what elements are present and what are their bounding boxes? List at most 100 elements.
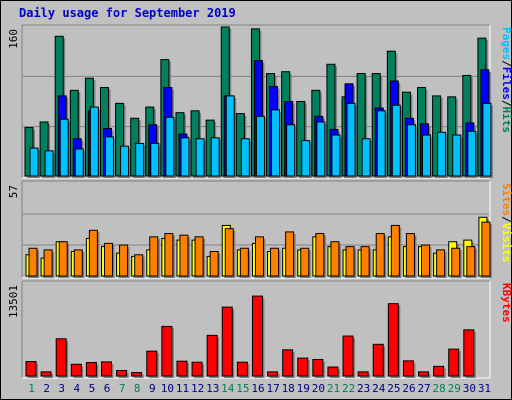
bar-pages-day-8 bbox=[135, 142, 145, 177]
bar-pages-day-2 bbox=[44, 150, 54, 177]
x-tick-label: 29 bbox=[448, 382, 461, 395]
bar-sites-day-8 bbox=[134, 254, 144, 277]
x-tick-label: 11 bbox=[176, 382, 189, 395]
bar-sites-day-30 bbox=[466, 246, 476, 277]
x-tick-label: 19 bbox=[297, 382, 310, 395]
legend-entry: Visits bbox=[500, 223, 512, 263]
bar-pages-day-7 bbox=[120, 145, 130, 177]
bar-sites-day-14 bbox=[224, 228, 234, 277]
bar-pages-day-4 bbox=[74, 148, 84, 177]
bar-sites-day-25 bbox=[390, 224, 400, 277]
x-tick-label: 21 bbox=[327, 382, 340, 395]
bar-kbytes-day-7 bbox=[116, 369, 128, 377]
bar-sites-day-26 bbox=[405, 233, 415, 277]
bar-pages-day-13 bbox=[210, 137, 220, 177]
x-tick-label: 3 bbox=[58, 382, 65, 395]
bar-kbytes-day-29 bbox=[448, 348, 460, 377]
legend-entry: Sites bbox=[500, 183, 512, 216]
x-tick-label: 2 bbox=[43, 382, 50, 395]
x-tick-label: 6 bbox=[104, 382, 111, 395]
legend-entry: / bbox=[500, 60, 512, 67]
bar-kbytes-day-26 bbox=[402, 360, 414, 377]
y-max-label: 57 bbox=[7, 185, 20, 198]
bar-kbytes-day-5 bbox=[85, 362, 97, 377]
bar-kbytes-day-22 bbox=[342, 335, 354, 377]
bar-kbytes-day-6 bbox=[100, 361, 112, 377]
x-tick-label: 12 bbox=[191, 382, 204, 395]
bar-sites-day-15 bbox=[239, 247, 249, 277]
bar-sites-day-3 bbox=[58, 241, 68, 277]
x-tick-label: 18 bbox=[282, 382, 295, 395]
bar-sites-day-27 bbox=[421, 244, 431, 277]
bar-hits-day-23 bbox=[356, 73, 366, 177]
bar-sites-day-9 bbox=[149, 236, 159, 277]
bar-sites-day-22 bbox=[345, 246, 355, 277]
series-legend: KBytes bbox=[500, 283, 512, 323]
bar-kbytes-day-10 bbox=[161, 325, 173, 377]
bar-kbytes-day-28 bbox=[433, 365, 445, 377]
x-tick-label: 8 bbox=[134, 382, 141, 395]
bar-sites-day-29 bbox=[451, 247, 461, 277]
bar-pages-day-6 bbox=[104, 136, 114, 177]
bar-pages-day-28 bbox=[437, 131, 447, 177]
x-tick-label: 22 bbox=[342, 382, 355, 395]
y-max-label: 160 bbox=[7, 29, 20, 49]
panel-hits_files_pages: 160 Pages/Files/Hits bbox=[7, 24, 512, 179]
bar-sites-day-6 bbox=[103, 242, 113, 277]
bar-sites-day-5 bbox=[88, 229, 98, 277]
bar-kbytes-day-3 bbox=[55, 338, 67, 377]
bar-sites-day-1 bbox=[28, 247, 38, 277]
bar-kbytes-day-19 bbox=[297, 357, 309, 377]
bar-hits-day-2 bbox=[39, 121, 49, 177]
bar-sites-day-21 bbox=[330, 241, 340, 277]
panel-kbytes: 13501 KBytes bbox=[7, 280, 512, 379]
x-tick-label: 14 bbox=[221, 382, 235, 395]
x-tick-label: 10 bbox=[161, 382, 174, 395]
bar-kbytes-day-18 bbox=[282, 349, 294, 377]
bar-kbytes-day-15 bbox=[236, 361, 248, 377]
bar-kbytes-day-23 bbox=[357, 371, 369, 377]
bar-sites-day-7 bbox=[119, 244, 129, 277]
bar-kbytes-day-9 bbox=[146, 350, 158, 377]
bar-sites-day-17 bbox=[270, 247, 280, 277]
bar-sites-day-11 bbox=[179, 234, 189, 277]
bar-pages-day-16 bbox=[255, 115, 265, 177]
series-legend: Sites/Visits bbox=[500, 183, 512, 263]
bar-sites-day-20 bbox=[315, 233, 325, 277]
bar-pages-day-1 bbox=[29, 147, 39, 177]
chart-title: Daily usage for September 2019 bbox=[19, 6, 236, 20]
bar-kbytes-day-24 bbox=[372, 343, 384, 377]
bar-pages-day-9 bbox=[150, 142, 160, 177]
bar-pages-day-31 bbox=[482, 102, 492, 177]
bar-kbytes-day-16 bbox=[251, 295, 263, 377]
x-tick-label: 1 bbox=[28, 382, 35, 395]
x-tick-label: 9 bbox=[149, 382, 156, 395]
bar-pages-day-27 bbox=[422, 134, 432, 177]
legend-entry: / bbox=[500, 100, 512, 107]
legend-entry: / bbox=[500, 216, 512, 223]
bar-sites-day-18 bbox=[285, 231, 295, 277]
bar-kbytes-day-20 bbox=[312, 358, 324, 377]
x-tick-label: 7 bbox=[119, 382, 126, 395]
x-tick-label: 15 bbox=[236, 382, 249, 395]
x-tick-label: 31 bbox=[478, 382, 491, 395]
y-max-label: 13501 bbox=[7, 285, 20, 318]
bar-sites-day-10 bbox=[164, 233, 174, 277]
x-axis-labels: 1 2 3 4 5 6 7 8 9 10 11 12 13 14 15 16 17 18 19 20 21 22 23 24 2… bbox=[28, 382, 491, 395]
bar-kbytes-day-14 bbox=[221, 306, 233, 377]
bar-sites-day-16 bbox=[254, 236, 264, 277]
bar-pages-day-25 bbox=[391, 104, 401, 177]
panel-visits_sites: 57 Sites/Visits bbox=[7, 180, 512, 279]
bar-sites-day-23 bbox=[360, 246, 370, 277]
bar-pages-day-15 bbox=[240, 138, 250, 177]
bar-kbytes-day-11 bbox=[176, 360, 188, 377]
x-tick-label: 30 bbox=[463, 382, 476, 395]
bar-kbytes-day-8 bbox=[131, 372, 143, 377]
bar-sites-day-19 bbox=[300, 247, 310, 277]
bar-kbytes-day-2 bbox=[40, 371, 52, 377]
bar-kbytes-day-27 bbox=[418, 371, 430, 377]
bar-hits-day-7 bbox=[115, 102, 125, 177]
bar-sites-day-31 bbox=[481, 221, 491, 277]
bar-kbytes-day-13 bbox=[206, 334, 218, 377]
x-tick-label: 25 bbox=[387, 382, 400, 395]
